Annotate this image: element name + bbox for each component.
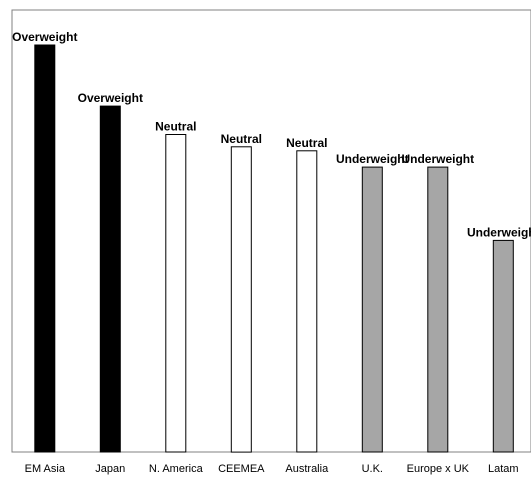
- bar-latam: [492, 239, 514, 453]
- x-tick-label-ceemea: CEEMEA: [218, 463, 265, 475]
- x-tick-label-japan: Japan: [95, 463, 125, 475]
- x-tick-labels-layer: EM Asia Japan N. America CEEMEA Australia U.K…: [25, 463, 519, 475]
- bar-n-america: [165, 134, 187, 453]
- bar-australia: [296, 150, 318, 453]
- bar-label-em-asia: Overweight: [12, 30, 77, 44]
- bar-u-k: [361, 166, 383, 453]
- bar-europe-x-uk: [427, 166, 449, 453]
- x-tick-label-u-k: U.K.: [362, 463, 383, 475]
- bar-ceemea: [230, 146, 252, 453]
- x-tick-label-latam: Latam: [488, 463, 519, 475]
- x-tick-label-europe-x-uk: Europe x UK: [407, 463, 470, 475]
- bar-labels-layer: Overweight Overweight Neutral Neutral Neutra…: [12, 30, 531, 239]
- bar-label-u-k: Underweight: [336, 152, 409, 166]
- x-tick-label-em-asia: EM Asia: [25, 463, 66, 475]
- x-tick-label-australia: Australia: [285, 463, 329, 475]
- plot-frame: [11, 9, 531, 453]
- bar-label-n-america: Neutral: [155, 120, 196, 134]
- bar-label-latam: Underweight: [467, 225, 531, 239]
- bar-em-asia: [34, 44, 56, 453]
- bar-label-japan: Overweight: [78, 91, 143, 105]
- bar-label-ceemea: Neutral: [221, 132, 262, 146]
- x-tick-label-n-america: N. America: [149, 463, 204, 475]
- bar-japan: [99, 105, 121, 453]
- bar-label-australia: Neutral: [286, 136, 327, 150]
- bar-label-europe-x-uk: Underweight: [401, 152, 474, 166]
- bars-layer: [34, 44, 514, 453]
